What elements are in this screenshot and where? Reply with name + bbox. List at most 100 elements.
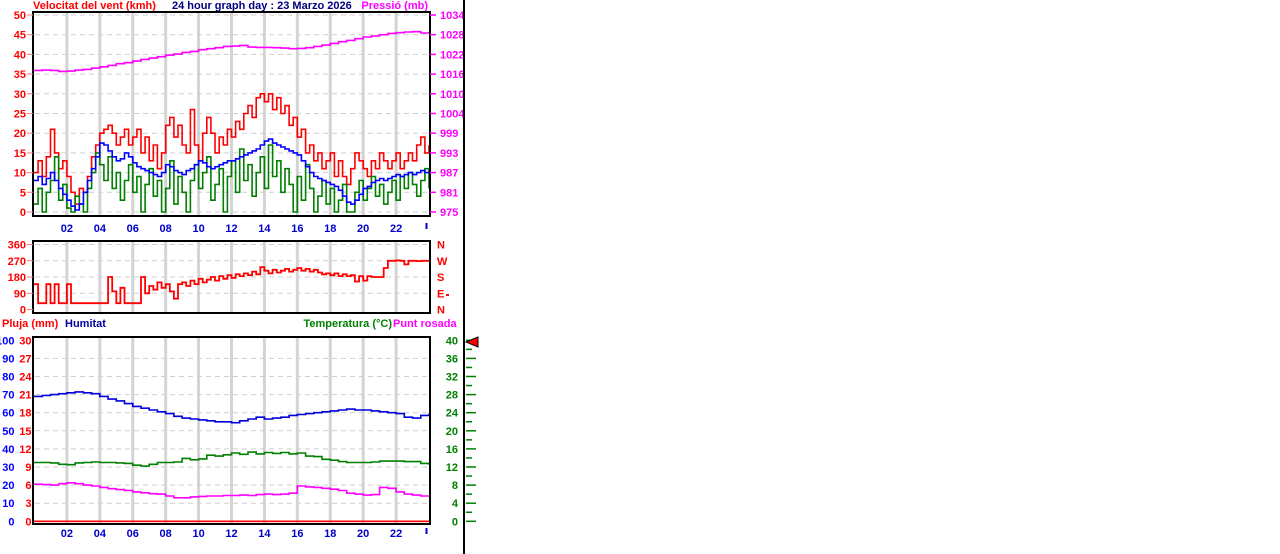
x-axis-label: 18: [324, 223, 336, 235]
wind-axis-title: Velocitat del vent (kmh): [33, 0, 156, 12]
x-axis-label: 20: [357, 528, 369, 540]
pressure-tick-label: 1016: [440, 69, 464, 81]
temperature-tick-label: 12: [446, 462, 458, 474]
wind-tick-label: 5: [20, 187, 26, 199]
x-axis-end-tick: [425, 223, 428, 229]
x-axis-label: 10: [192, 528, 204, 540]
rain-tick-label: 3: [25, 498, 31, 510]
compass-letter-label: N: [437, 240, 445, 252]
humidity-tick-label: 90: [2, 353, 14, 365]
x-axis-label: 04: [94, 223, 107, 235]
x-axis-label: 12: [225, 528, 237, 540]
humidity-tick-label: 20: [2, 480, 14, 492]
temperature-tick-label: 16: [446, 444, 458, 456]
pressure-tick-label: 1004: [440, 109, 465, 121]
wind-tick-label: 20: [14, 128, 26, 140]
rain-tick-label: 27: [19, 353, 31, 365]
pressure-tick-label: 1034: [440, 10, 465, 22]
x-axis-label: 18: [324, 528, 336, 540]
x-axis-label: 06: [127, 528, 139, 540]
temperature-tick-label: 28: [446, 390, 458, 402]
x-axis-label: 06: [127, 223, 139, 235]
temp-scale-top-arrow-icon: [464, 336, 479, 348]
temperature-tick-label: 24: [446, 408, 459, 420]
vertical-divider: [463, 0, 465, 554]
rain-tick-label: 12: [19, 444, 31, 456]
graph-title: 24 hour graph day : 23 Marzo 2026: [172, 0, 352, 12]
pressure-tick-label: 981: [440, 187, 458, 199]
temperature-tick-label: 20: [446, 426, 458, 438]
rain-axis-title: Pluja (mm): [2, 318, 59, 330]
x-axis-label: 22: [390, 528, 402, 540]
compass-letter-label: N: [437, 305, 445, 317]
humidity-tick-label: 80: [2, 372, 14, 384]
x-axis-label: 16: [291, 223, 303, 235]
x-axis-label: 16: [291, 528, 303, 540]
compass-letter-label: E: [437, 288, 444, 300]
direction-tick-label: 0: [20, 305, 26, 317]
temperature-tick-label: 40: [446, 335, 458, 347]
rain-tick-label: 9: [25, 462, 31, 474]
rain-humidity-temp-dew-chart: 1003090278024702160185015401230920610300…: [0, 335, 479, 540]
temperature-tick-label: 4: [452, 498, 459, 510]
wind-gust-line: [34, 93, 430, 205]
rain-tick-label: 24: [19, 372, 32, 384]
x-axis-label: 12: [225, 223, 237, 235]
x-axis-label: 04: [94, 528, 107, 540]
humidity-tick-label: 30: [2, 462, 14, 474]
x-axis-label: 22: [390, 223, 402, 235]
temperature-tick-label: 32: [446, 372, 458, 384]
temperature-tick-label: 36: [446, 353, 458, 365]
rain-tick-label: 15: [19, 426, 31, 438]
pressure-tick-label: 999: [440, 128, 458, 140]
wind-tick-label: 30: [14, 89, 26, 101]
x-axis-label: 02: [61, 223, 73, 235]
wind-lull-line: [34, 144, 430, 213]
rain-tick-label: 18: [19, 408, 31, 420]
humidity-tick-label: 60: [2, 408, 14, 420]
x-axis-label: 08: [160, 528, 172, 540]
wind-tick-label: 40: [14, 49, 26, 61]
humidity-tick-label: 10: [2, 498, 14, 510]
rain-tick-label: 6: [25, 480, 31, 492]
direction-tick-label: 360: [8, 240, 26, 252]
direction-tick-label: 270: [8, 256, 26, 268]
dew-point-line: [34, 482, 430, 499]
humidity-tick-label: 100: [0, 335, 15, 347]
wind-tick-label: 25: [14, 109, 26, 121]
plot-border: [32, 336, 431, 525]
wind-tick-label: 45: [14, 30, 26, 42]
pressure-tick-label: 1010: [440, 89, 464, 101]
wind-tick-label: 15: [14, 148, 26, 160]
x-axis-label: 10: [192, 223, 204, 235]
wind-pressure-chart: 5045403530252015105010341028102210161010…: [14, 10, 466, 235]
x-axis-end-tick: [425, 528, 428, 534]
humidity-tick-label: 0: [8, 516, 14, 528]
direction-tick-label: 90: [14, 288, 26, 300]
dew-point-axis-title: Punt rosada: [393, 318, 457, 330]
rain-tick-label: 0: [25, 516, 31, 528]
x-axis-label: 20: [357, 223, 369, 235]
humidity-tick-label: 70: [2, 390, 14, 402]
wind-tick-label: 50: [14, 10, 26, 22]
wind-average-line: [34, 138, 430, 211]
x-axis-label: 02: [61, 528, 73, 540]
direction-tick-label: 180: [8, 272, 26, 284]
pressure-tick-label: 987: [440, 168, 458, 180]
pressure-tick-label: 1022: [440, 49, 464, 61]
x-axis-label: 14: [258, 528, 271, 540]
compass-minor-tick: [446, 294, 449, 296]
temperature-line: [34, 451, 430, 467]
x-axis-label: 08: [160, 223, 172, 235]
humidity-line: [34, 391, 430, 424]
compass-letter-label: W: [437, 256, 448, 268]
wind-tick-label: 10: [14, 168, 26, 180]
humidity-axis-title: Humitat: [65, 318, 106, 330]
temperature-tick-label: 8: [452, 480, 458, 492]
temperature-axis-title: Temperatura (°C): [303, 318, 392, 330]
pressure-tick-label: 1028: [440, 30, 464, 42]
temperature-tick-label: 0: [452, 516, 458, 528]
